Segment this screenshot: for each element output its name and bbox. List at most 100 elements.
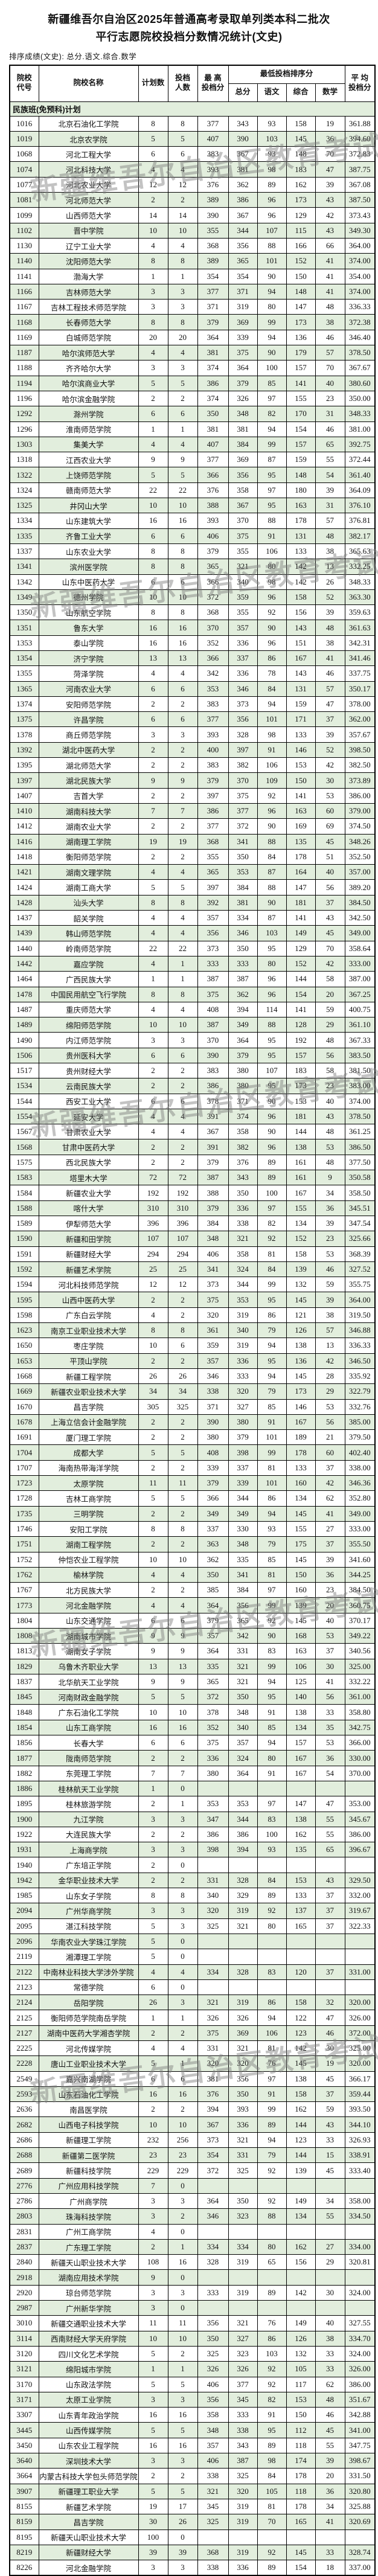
cell-min-total: 357 — [228, 1735, 258, 1751]
cell-highest-score — [197, 1780, 229, 1797]
cell-min-comprehensive: 155 — [286, 390, 316, 407]
column-header-average-score: 平 均 投档分 — [344, 65, 376, 102]
cell-min-total: 320 — [228, 2483, 258, 2499]
cell-college-code: 1464 — [9, 971, 39, 987]
cell-plan-count: 2 — [138, 1139, 168, 1155]
cell-average-score: 348.33 — [344, 406, 376, 422]
cell-college-name: 淮南师范学院 — [38, 421, 139, 437]
cell-college-name: 安阳工学院 — [38, 1520, 139, 1537]
table-row: 1895 桂林旅游学院 2 1 353 353 97 147 47 353.00 — [9, 1796, 376, 1812]
cell-min-comprehensive: 142 — [286, 2040, 316, 2057]
cell-min-comprehensive: 150 — [286, 1566, 316, 1583]
cell-min-comprehensive: 129 — [286, 940, 316, 956]
cell-plan-count: 16 — [138, 2086, 168, 2103]
table-row: 1808 湖南城市学院 9 9 357 342 90 168 53 349.22 — [9, 1627, 376, 1644]
cell-college-name: 湖南科技大学 — [38, 803, 139, 819]
cell-filed-count: 192 — [167, 1185, 198, 1201]
column-header-min-rank-group: 最低投档排序分 — [228, 65, 345, 84]
cell-min-total: 353 — [228, 864, 258, 880]
cell-college-code: 1375 — [9, 711, 39, 728]
cell-college-code: 1704 — [9, 1444, 39, 1461]
cell-min-math: 29 — [315, 1017, 345, 1033]
cell-college-name: 岭南师范学院 — [38, 940, 139, 956]
cell-highest-score: 368 — [197, 833, 229, 850]
cell-highest-score: 325 — [197, 2345, 229, 2362]
cell-college-code: 1678 — [9, 1414, 39, 1431]
cell-college-name: 北京农学院 — [38, 130, 139, 147]
cell-average-score: 337.75 — [344, 665, 376, 682]
cell-average-score: 382.17 — [344, 528, 376, 544]
cell-college-code: 1931 — [9, 1842, 39, 1858]
cell-min-total: 328 — [228, 726, 258, 743]
cell-average-score: 332.76 — [344, 1399, 376, 1415]
cell-min-comprehensive — [286, 1857, 316, 1873]
cell-min-chinese: 88 — [257, 1017, 287, 1033]
cell-highest-score: 358 — [197, 2407, 229, 2423]
cell-filed-count: 294 — [167, 1246, 198, 1262]
table-row: 1487 重庆师范大学 4 4 408 394 114 141 59 400.75 — [9, 1001, 376, 1018]
cell-min-total: 371 — [228, 1093, 258, 1109]
cell-average-score: 360.75 — [344, 1597, 376, 1613]
cell-min-total — [228, 1979, 258, 1996]
cell-highest-score: 364 — [197, 329, 229, 346]
cell-college-name: 许昌学院 — [38, 711, 139, 728]
cell-min-chinese: 99 — [257, 1658, 287, 1674]
cell-min-math: 70 — [315, 146, 345, 162]
cell-highest-score: 346 — [197, 2208, 229, 2225]
cell-average-score: 387.50 — [344, 192, 376, 208]
cell-college-code: 1187 — [9, 345, 39, 361]
cell-college-name: 广州应用科技学院 — [38, 2177, 139, 2194]
cell-filed-count: 9 — [167, 1627, 198, 1644]
cell-min-comprehensive: 112 — [286, 2422, 316, 2438]
cell-average-score: 376.10 — [344, 498, 376, 514]
table-row: 1418 衡阳师范学院 2 2 355 350 84 178 51 352.50 — [9, 848, 376, 865]
cell-college-code: 1350 — [9, 604, 39, 621]
cell-min-math: 13 — [315, 1338, 345, 1354]
cell-filed-count: 1 — [167, 2010, 198, 2026]
section-row: 民族班(免预科)计划 — [9, 101, 376, 117]
cell-plan-count: 8 — [138, 894, 168, 911]
cell-min-total: 319 — [228, 1307, 258, 1324]
cell-plan-count: 16 — [138, 2437, 168, 2454]
cell-plan-count: 1 — [138, 268, 168, 284]
cell-highest-score: 379 — [197, 1200, 229, 1216]
cell-college-name: 枣庄学院 — [38, 1338, 139, 1354]
cell-filed-count: 16 — [167, 2407, 198, 2423]
cell-min-chinese: 81 — [257, 2498, 287, 2515]
cell-min-chinese: 107 — [257, 222, 287, 239]
cell-min-chinese: 95 — [257, 498, 287, 514]
cell-min-total: 370 — [228, 513, 258, 529]
cell-min-total — [228, 1933, 258, 1950]
cell-college-code: 1670 — [9, 1399, 39, 1415]
cell-min-total: 344 — [228, 1490, 258, 1507]
table-row: 1392 湖北中医药大学 2 2 400 397 91 146 52 398.50 — [9, 742, 376, 758]
cell-min-comprehensive: 146 — [286, 1399, 316, 1415]
cell-highest-score: 379 — [197, 1154, 229, 1171]
cell-average-score: 389.20 — [344, 879, 376, 896]
cell-plan-count: 2 — [138, 1062, 168, 1079]
cell-filed-count: 3 — [167, 1903, 198, 1919]
cell-college-name: 四川文化艺术学院 — [38, 2345, 139, 2362]
cell-plan-count: 8 — [138, 1322, 168, 1339]
cell-min-chinese: 92 — [257, 1612, 287, 1629]
cell-min-math: 27 — [315, 1520, 345, 1537]
cell-filed-count: 2 — [167, 1582, 198, 1598]
cell-plan-count: 9 — [138, 1627, 168, 1644]
cell-highest-score: 335 — [197, 1658, 229, 1674]
cell-min-chinese: 91 — [257, 2407, 287, 2423]
cell-min-chinese: 89 — [257, 1888, 287, 1904]
cell-college-code: 1421 — [9, 864, 39, 880]
cell-filed-count: 2 — [167, 2345, 198, 2362]
cell-filed-count: 11 — [167, 2315, 198, 2331]
cell-min-math: 53 — [315, 1735, 345, 1751]
cell-college-code: 1506 — [9, 1047, 39, 1064]
cell-min-comprehensive: 165 — [286, 2514, 316, 2530]
cell-min-total: 321 — [228, 1673, 258, 1690]
cell-min-chinese: 97 — [257, 482, 287, 499]
cell-min-comprehensive: 157 — [286, 1047, 316, 1064]
cell-college-code: 2228 — [9, 2055, 39, 2072]
cell-college-code: 1424 — [9, 879, 39, 896]
cell-highest-score: 366 — [197, 467, 229, 483]
cell-plan-count: 8 — [138, 253, 168, 269]
cell-highest-score: 356 — [197, 2315, 229, 2331]
